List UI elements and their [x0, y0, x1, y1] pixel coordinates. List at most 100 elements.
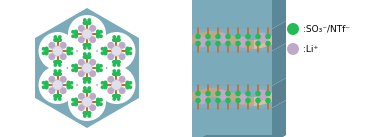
- Circle shape: [215, 34, 221, 39]
- Circle shape: [42, 51, 45, 55]
- Circle shape: [53, 38, 57, 42]
- Polygon shape: [272, 0, 286, 29]
- Circle shape: [99, 68, 103, 72]
- Circle shape: [245, 34, 251, 39]
- Circle shape: [45, 81, 49, 85]
- Circle shape: [55, 94, 60, 98]
- Circle shape: [103, 49, 108, 53]
- Circle shape: [111, 46, 122, 56]
- Circle shape: [235, 98, 241, 103]
- Circle shape: [85, 89, 90, 93]
- Polygon shape: [68, 80, 106, 124]
- Circle shape: [82, 89, 87, 93]
- Circle shape: [195, 41, 201, 46]
- Circle shape: [225, 91, 231, 96]
- Circle shape: [114, 60, 119, 64]
- Circle shape: [125, 83, 130, 87]
- Circle shape: [125, 49, 130, 53]
- Circle shape: [70, 47, 73, 51]
- Circle shape: [70, 51, 73, 55]
- Polygon shape: [192, 31, 272, 49]
- Circle shape: [117, 38, 121, 42]
- Circle shape: [287, 43, 299, 55]
- Polygon shape: [192, 0, 272, 29]
- Circle shape: [85, 43, 90, 47]
- Circle shape: [265, 98, 271, 103]
- Circle shape: [117, 63, 121, 67]
- Circle shape: [96, 68, 100, 72]
- Circle shape: [112, 72, 116, 76]
- Circle shape: [44, 49, 49, 53]
- Circle shape: [101, 47, 104, 51]
- Circle shape: [117, 69, 121, 73]
- Circle shape: [74, 64, 78, 68]
- Circle shape: [68, 49, 106, 87]
- Circle shape: [87, 55, 91, 59]
- Circle shape: [96, 34, 100, 38]
- Circle shape: [67, 81, 71, 85]
- Circle shape: [87, 43, 91, 47]
- Circle shape: [107, 53, 114, 60]
- Circle shape: [112, 63, 116, 67]
- Circle shape: [89, 59, 96, 66]
- Circle shape: [112, 97, 116, 101]
- Circle shape: [78, 93, 85, 100]
- Circle shape: [125, 85, 130, 89]
- Polygon shape: [35, 8, 139, 128]
- Circle shape: [55, 60, 60, 64]
- Circle shape: [58, 35, 62, 39]
- Circle shape: [82, 77, 87, 81]
- Circle shape: [107, 76, 114, 83]
- Circle shape: [67, 51, 71, 55]
- Polygon shape: [192, 51, 272, 86]
- Circle shape: [74, 102, 78, 106]
- Circle shape: [265, 34, 271, 39]
- Circle shape: [112, 69, 116, 73]
- Circle shape: [96, 66, 101, 70]
- Circle shape: [235, 91, 241, 96]
- Circle shape: [83, 114, 87, 118]
- Text: :SO₃⁻/NTf⁻: :SO₃⁻/NTf⁻: [303, 25, 350, 34]
- Circle shape: [85, 77, 90, 81]
- Circle shape: [87, 111, 91, 115]
- Circle shape: [87, 80, 91, 84]
- Circle shape: [287, 23, 299, 35]
- Circle shape: [101, 81, 104, 85]
- Circle shape: [119, 42, 125, 49]
- Circle shape: [103, 85, 107, 89]
- Circle shape: [265, 41, 271, 46]
- Circle shape: [68, 83, 106, 121]
- Circle shape: [101, 85, 104, 89]
- Circle shape: [74, 66, 78, 70]
- Polygon shape: [39, 63, 77, 107]
- Circle shape: [237, 93, 248, 105]
- Circle shape: [125, 46, 130, 51]
- Circle shape: [83, 52, 87, 56]
- Circle shape: [99, 34, 103, 38]
- Circle shape: [99, 30, 103, 34]
- Circle shape: [74, 98, 78, 102]
- Circle shape: [45, 85, 49, 89]
- Circle shape: [74, 32, 78, 36]
- Circle shape: [89, 70, 96, 77]
- Circle shape: [114, 38, 119, 42]
- Circle shape: [99, 102, 103, 106]
- Circle shape: [257, 32, 268, 44]
- Circle shape: [87, 89, 91, 93]
- Circle shape: [48, 53, 56, 60]
- Text: :Li⁺: :Li⁺: [303, 45, 318, 54]
- Circle shape: [48, 87, 56, 94]
- Circle shape: [265, 91, 271, 96]
- Circle shape: [217, 90, 228, 101]
- Polygon shape: [192, 29, 272, 51]
- Polygon shape: [272, 43, 286, 86]
- Circle shape: [78, 36, 85, 43]
- Circle shape: [255, 98, 261, 103]
- Circle shape: [129, 81, 132, 85]
- Circle shape: [255, 41, 261, 46]
- Circle shape: [114, 94, 119, 98]
- Polygon shape: [272, 78, 286, 108]
- Circle shape: [255, 91, 261, 96]
- Circle shape: [96, 100, 101, 104]
- Circle shape: [53, 97, 57, 101]
